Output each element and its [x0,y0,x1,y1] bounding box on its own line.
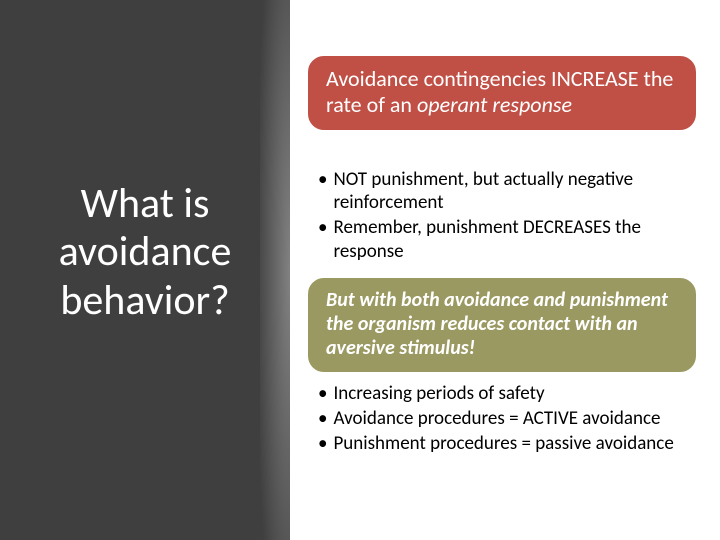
bullet-item: •Remember, punishment DECREASES the resp… [318,216,698,262]
bullet-text: Punishment procedures = passive avoidanc… [333,432,698,455]
bullet-marker: • [318,168,327,214]
callout-text: But with both avoidance and punishment t… [326,288,668,360]
bullet-marker: • [318,432,327,455]
bullet-list-1: •NOT punishment, but actually negative r… [318,168,698,265]
bullet-list-2: • Increasing periods of safety • Avoidance … [318,382,698,458]
bullet-marker: • [318,216,327,262]
title-line: What is [81,178,210,229]
slide-title: What is avoidance behavior? [18,180,272,325]
bullet-text: NOT punishment, but actually negative re… [333,168,698,214]
bullet-text: Remember, punishment DECREASES the respo… [333,216,698,262]
bullet-item: • Increasing periods of safety [318,382,698,405]
slide: What is avoidance behavior? Avoidance co… [0,0,720,540]
bullet-marker: • [318,407,327,430]
bullet-text: Avoidance procedures = ACTIVE avoidance [333,407,698,430]
callout-increase: Avoidance contingencies INCREASE the rat… [306,54,698,132]
callout-text-italic: operant response [417,91,572,118]
callout-both: But with both avoidance and punishment t… [306,276,698,374]
bullet-item: •NOT punishment, but actually negative r… [318,168,698,214]
title-line: behavior? [60,275,229,326]
bullet-text: Increasing periods of safety [333,382,698,405]
bullet-marker: • [318,382,327,405]
title-line: avoidance [59,226,232,277]
bullet-item: • Avoidance procedures = ACTIVE avoidance [318,407,698,430]
left-panel: What is avoidance behavior? [0,0,290,540]
bullet-item: • Punishment procedures = passive avoidan… [318,432,698,455]
